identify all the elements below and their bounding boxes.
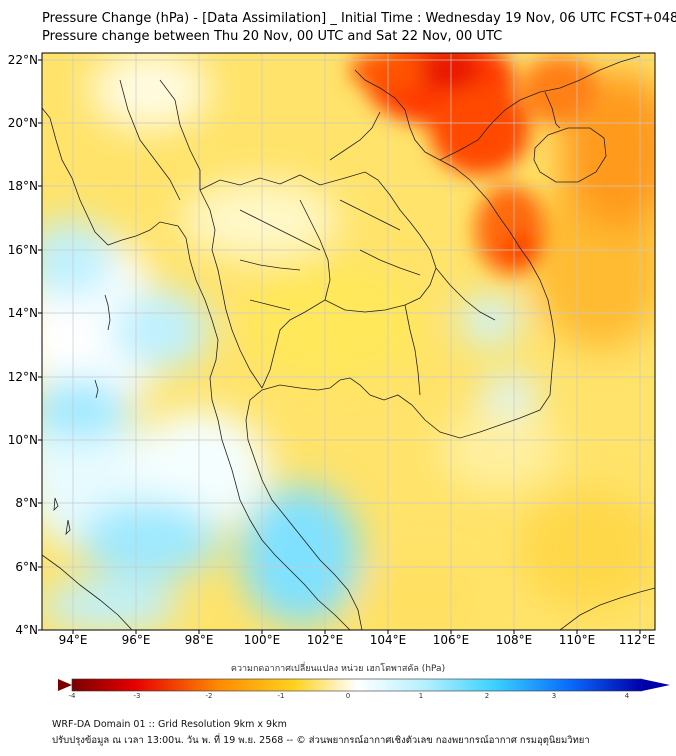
footer-model-info: WRF-DA Domain 01 :: Grid Resolution 9km … <box>52 719 287 730</box>
axis-ticks <box>38 59 641 634</box>
lat-label: 18°N <box>7 179 38 193</box>
lon-label: 106°E <box>432 633 470 647</box>
lat-label: 12°N <box>7 370 38 384</box>
colorbar-title: ความกดอากาศเปลี่ยนแปลง หน่วย เฮกโตพาสคัล… <box>230 664 446 674</box>
lon-label: 94°E <box>58 633 88 647</box>
colorbar-tick: -2 <box>205 692 213 700</box>
colorbar-tick: 3 <box>551 692 557 700</box>
colorbar-tick: 2 <box>484 692 490 700</box>
lat-label: 10°N <box>7 433 38 447</box>
colorbar-tick: 1 <box>418 692 424 700</box>
graticule <box>42 53 655 630</box>
lat-label: 14°N <box>7 306 38 320</box>
colorbar-gradient <box>71 678 643 692</box>
lat-label: 4°N <box>15 623 38 637</box>
pressure-field <box>42 53 655 630</box>
footer-credit: ปรับปรุงข้อมูล ณ เวลา 13:00น. วัน พ. ที่… <box>52 735 590 746</box>
lon-label: 100°E <box>243 633 281 647</box>
map-subtitle: Pressure change between Thu 20 Nov, 00 U… <box>42 29 503 44</box>
lon-label: 110°E <box>558 633 596 647</box>
lon-label: 108°E <box>495 633 533 647</box>
colorbar-min-arrow <box>58 679 72 691</box>
colorbar-tick: 0 <box>345 692 351 700</box>
lat-label: 8°N <box>15 496 38 510</box>
coastlines-and-borders <box>42 55 655 630</box>
map-title: Pressure Change (hPa) - [Data Assimilati… <box>42 11 676 26</box>
lon-label: 98°E <box>184 633 214 647</box>
lon-label: 112°E <box>618 633 656 647</box>
lon-label: 96°E <box>121 633 151 647</box>
lat-label: 16°N <box>7 243 38 257</box>
plot-border <box>41 52 656 631</box>
colorbar-tick: -1 <box>277 692 285 700</box>
lat-label: 6°N <box>15 560 38 574</box>
lon-label: 104°E <box>369 633 407 647</box>
colorbar-tick: -3 <box>133 692 141 700</box>
lat-label: 20°N <box>7 116 38 130</box>
lon-label: 102°E <box>306 633 344 647</box>
colorbar-tick: 4 <box>624 692 630 700</box>
colorbar-tick: -4 <box>68 692 76 700</box>
colorbar-max-arrow <box>642 679 670 691</box>
colorbar <box>58 678 670 692</box>
lat-label: 22°N <box>7 53 38 67</box>
